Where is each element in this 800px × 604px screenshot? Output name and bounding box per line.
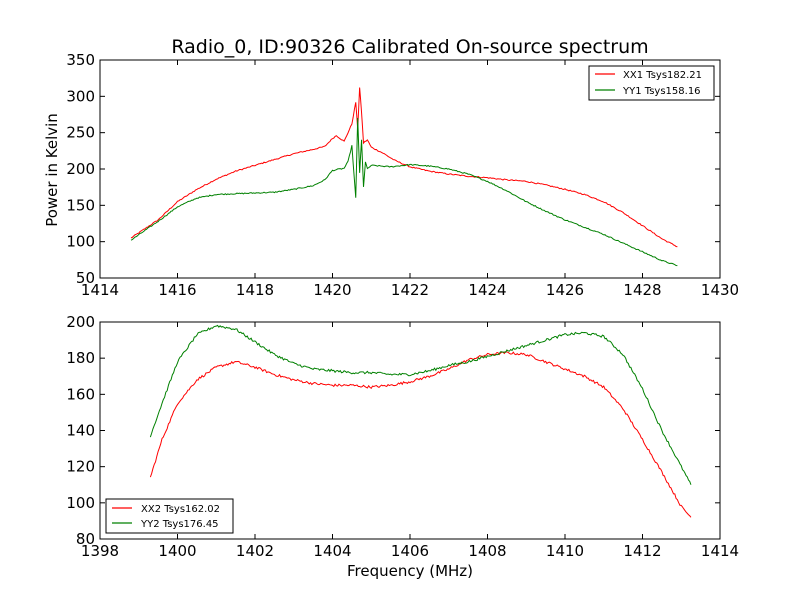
x-tick-label: 1426 [546,281,584,299]
x-tick-label: 1414 [81,281,119,299]
top-plot-area: 1414 1416 1418 1420 1422 1424 1426 1428 1430 50 10… [66,51,739,299]
x-tick-label: 1424 [468,281,506,299]
y-tick-label: 150 [66,196,95,214]
x-tick-label: 1398 [81,542,119,560]
legend-label-yy2: YY2 Tsys176.45 [140,519,219,530]
bottom-legend: XX2 Tsys162.02 YY2 Tsys176.45 [105,498,234,534]
y-tick-label: 120 [66,458,95,476]
legend-label-xx2: XX2 Tsys162.02 [141,504,220,515]
x-tick-label: 1414 [701,542,739,560]
y-tick-label: 80 [76,530,95,548]
bottom-panel: Frequency (MHz) 1398 1400 1402 1404 1406 1408… [66,313,739,580]
y-tick-label: 180 [66,349,95,367]
legend-label-xx1: XX1 Tsys182.21 [623,70,702,81]
legend-box [588,65,715,101]
y-tick-label: 350 [66,51,95,69]
x-tick-label: 1430 [701,281,739,299]
y-tick-label: 100 [66,494,95,512]
series-line-yy2 [149,324,692,485]
x-tick-label: 1422 [391,281,429,299]
y-tick-label: 200 [66,313,95,331]
bottom-plot-area: 1398 1400 1402 1404 1406 1408 1410 1412 1414 80 10… [66,313,739,560]
y-tick-label: 140 [66,422,95,440]
x-tick-label: 1416 [158,281,196,299]
y-tick-label: 160 [66,385,95,403]
series-line-xx1 [130,87,678,248]
x-tick-label: 1418 [236,281,274,299]
y-tick-label: 50 [76,269,95,287]
y-tick-label: 200 [66,160,95,178]
x-tick-label: 1404 [313,542,351,560]
x-tick-label: 1402 [236,542,274,560]
x-tick-label: 1428 [623,281,661,299]
series-line-yy1 [130,117,678,267]
x-axis-label: Frequency (MHz) [347,562,473,580]
x-tick-label: 1400 [158,542,196,560]
y-axis-label: Power in Kelvin [43,113,61,227]
x-tick-label: 1406 [391,542,429,560]
bottom-axes-frame [99,321,721,540]
y-tick-label: 300 [66,87,95,105]
top-axes-frame [99,59,721,279]
y-tick-label: 250 [66,124,95,142]
series-line-xx2 [149,351,692,518]
x-tick-label: 1410 [546,542,584,560]
x-tick-label: 1412 [623,542,661,560]
x-tick-label: 1408 [468,542,506,560]
top-legend: XX1 Tsys182.21 YY1 Tsys158.16 [588,65,715,101]
legend-box [105,498,234,534]
top-panel: Radio_0, ID:90326 Calibrated On-source s… [43,36,739,299]
y-tick-label: 100 [66,233,95,251]
legend-label-yy1: YY1 Tsys158.16 [622,86,701,97]
chart-title: Radio_0, ID:90326 Calibrated On-source s… [171,36,648,58]
x-tick-label: 1420 [313,281,351,299]
